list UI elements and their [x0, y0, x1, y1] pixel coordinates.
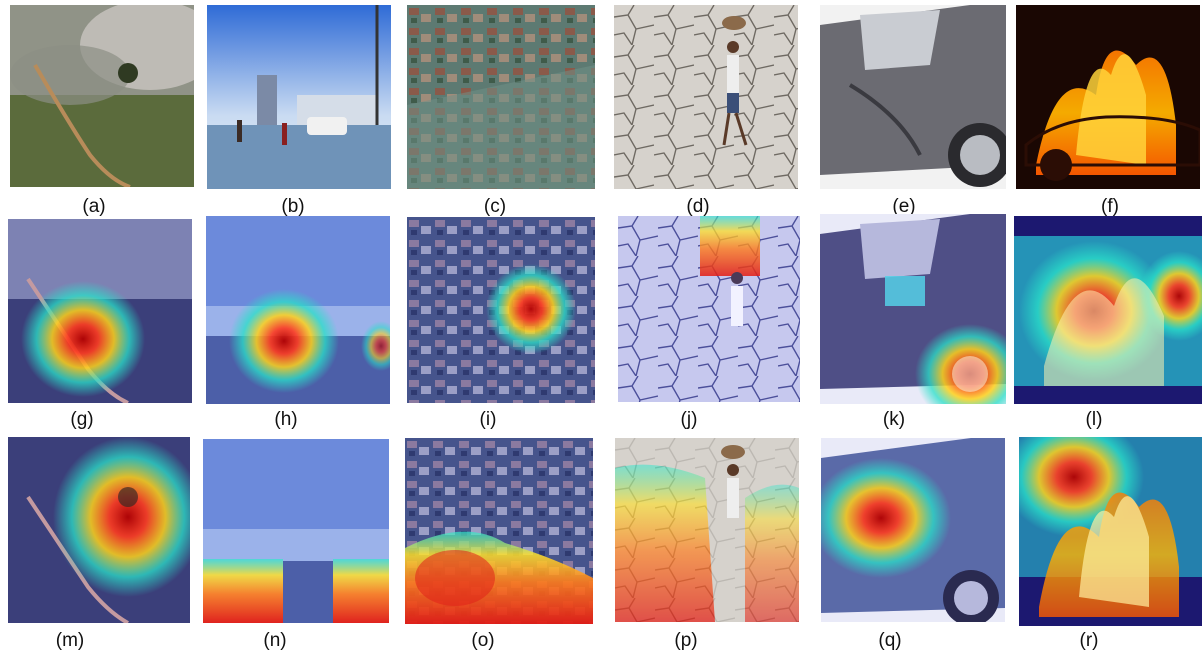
caption-q: (q): [878, 630, 902, 651]
caption-o: (o): [471, 630, 495, 651]
panel-n-flooded-street-heatmap: [203, 439, 389, 623]
panel-l-burning-car-heatmap: [1014, 216, 1202, 404]
panel-d-drought-image: [614, 5, 798, 189]
caption-j: (j): [680, 409, 698, 430]
caption-b: (b): [281, 196, 305, 217]
panel-p-drought-heatmap: [615, 438, 799, 622]
caption-e: (e): [892, 196, 916, 217]
caption-f: (f): [1101, 196, 1119, 217]
panel-a-forest-fire-image: [10, 5, 194, 187]
caption-n: (n): [263, 630, 287, 651]
caption-g: (g): [70, 409, 94, 430]
panel-j-drought-heatmap: [618, 216, 800, 402]
caption-h: (h): [274, 409, 298, 430]
panel-q-damaged-car-heatmap: [821, 438, 1005, 622]
panel-e-damaged-car-image: [820, 5, 1006, 189]
caption-i: (i): [479, 409, 497, 430]
panel-g-forest-fire-heatmap: [8, 219, 192, 403]
panel-o-flooded-town-heatmap: [405, 438, 593, 624]
caption-l: (l): [1085, 409, 1103, 430]
caption-p: (p): [674, 630, 698, 651]
caption-a: (a): [82, 196, 106, 217]
panel-m-forest-fire-heatmap: [8, 437, 190, 623]
panel-f-burning-car-image: [1016, 5, 1200, 189]
caption-d: (d): [686, 196, 710, 217]
panel-h-flooded-street-heatmap: [206, 216, 390, 404]
panel-b-flooded-street-image: [207, 5, 391, 189]
panel-r-burning-car-heatmap: [1019, 437, 1202, 626]
panel-k-damaged-car-heatmap: [820, 214, 1006, 404]
panel-i-flooded-town-heatmap: [407, 217, 595, 403]
caption-c: (c): [483, 196, 507, 217]
caption-m: (m): [55, 630, 85, 651]
panel-c-flooded-town-image: [407, 5, 595, 189]
caption-k: (k): [882, 409, 906, 430]
caption-r: (r): [1079, 630, 1099, 651]
